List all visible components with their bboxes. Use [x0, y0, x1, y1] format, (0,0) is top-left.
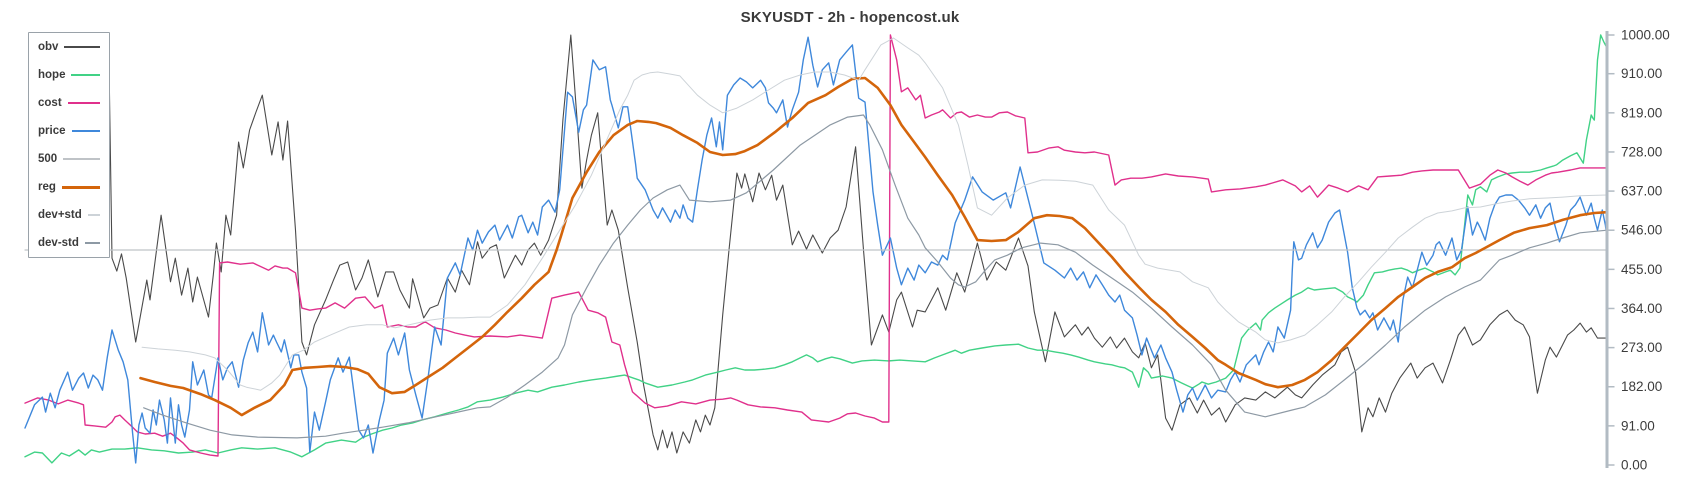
series-line-reg: [139, 76, 1609, 417]
y-tick-label: 273.00: [1621, 340, 1662, 355]
legend-swatch-dev-std: [84, 242, 100, 244]
y-tick-label: 455.00: [1621, 262, 1662, 277]
legend-label-obv: obv: [38, 41, 59, 53]
legend-label-cost: cost: [38, 97, 62, 109]
y-tick-label: 364.00: [1621, 301, 1662, 316]
legend-item-dev-std[interactable]: dev-std: [38, 237, 100, 249]
legend-label-price: price: [38, 125, 66, 137]
y-tick-label: 182.00: [1621, 379, 1662, 394]
y-tick-label: 0.00: [1621, 458, 1647, 473]
legend-swatch-cost: [67, 102, 100, 104]
series-line-hope: [24, 34, 1608, 464]
legend-swatch-obv: [64, 46, 100, 48]
legend-item-dev+std[interactable]: dev+std: [38, 209, 100, 221]
legend-label-dev+std: dev+std: [38, 209, 82, 221]
legend-item-hope[interactable]: hope: [38, 69, 100, 81]
legend-label-hope: hope: [38, 69, 66, 81]
y-tick-label: 728.00: [1621, 144, 1662, 159]
y-tick-label: 819.00: [1621, 105, 1662, 120]
chart-title: SKYUSDT - 2h - hopencost.uk: [740, 9, 960, 26]
y-tick-label: 1000.00: [1621, 28, 1670, 43]
series-line-cost: [24, 34, 1608, 457]
legend-swatch-dev+std: [87, 214, 100, 216]
series-line-dev-std: [143, 114, 1608, 439]
legend-swatch-hope: [71, 74, 100, 76]
legend-item-500[interactable]: 500: [38, 153, 100, 165]
series-line-price: [24, 36, 1608, 464]
legend-item-obv[interactable]: obv: [38, 41, 100, 53]
series-line-obv: [108, 34, 1608, 454]
y-tick-label: 637.00: [1621, 184, 1662, 199]
legend-item-price[interactable]: price: [38, 125, 100, 137]
y-tick-label: 910.00: [1621, 66, 1662, 81]
y-tick-label: 91.00: [1621, 418, 1655, 433]
y-axis-bar: [1605, 31, 1609, 468]
legend-item-cost[interactable]: cost: [38, 97, 100, 109]
legend-item-reg[interactable]: reg: [38, 181, 100, 193]
legend-swatch-price: [71, 130, 100, 132]
y-tick-label: 546.00: [1621, 223, 1662, 238]
legend-label-dev-std: dev-std: [38, 237, 79, 249]
legend-label-reg: reg: [38, 181, 56, 193]
legend-box: obv hope cost price 500 reg dev+std dev-std: [28, 32, 110, 258]
series-line-dev+std: [141, 37, 1608, 391]
legend-label-500: 500: [38, 153, 58, 165]
legend-swatch-500: [63, 158, 100, 160]
legend-swatch-reg: [61, 185, 100, 189]
